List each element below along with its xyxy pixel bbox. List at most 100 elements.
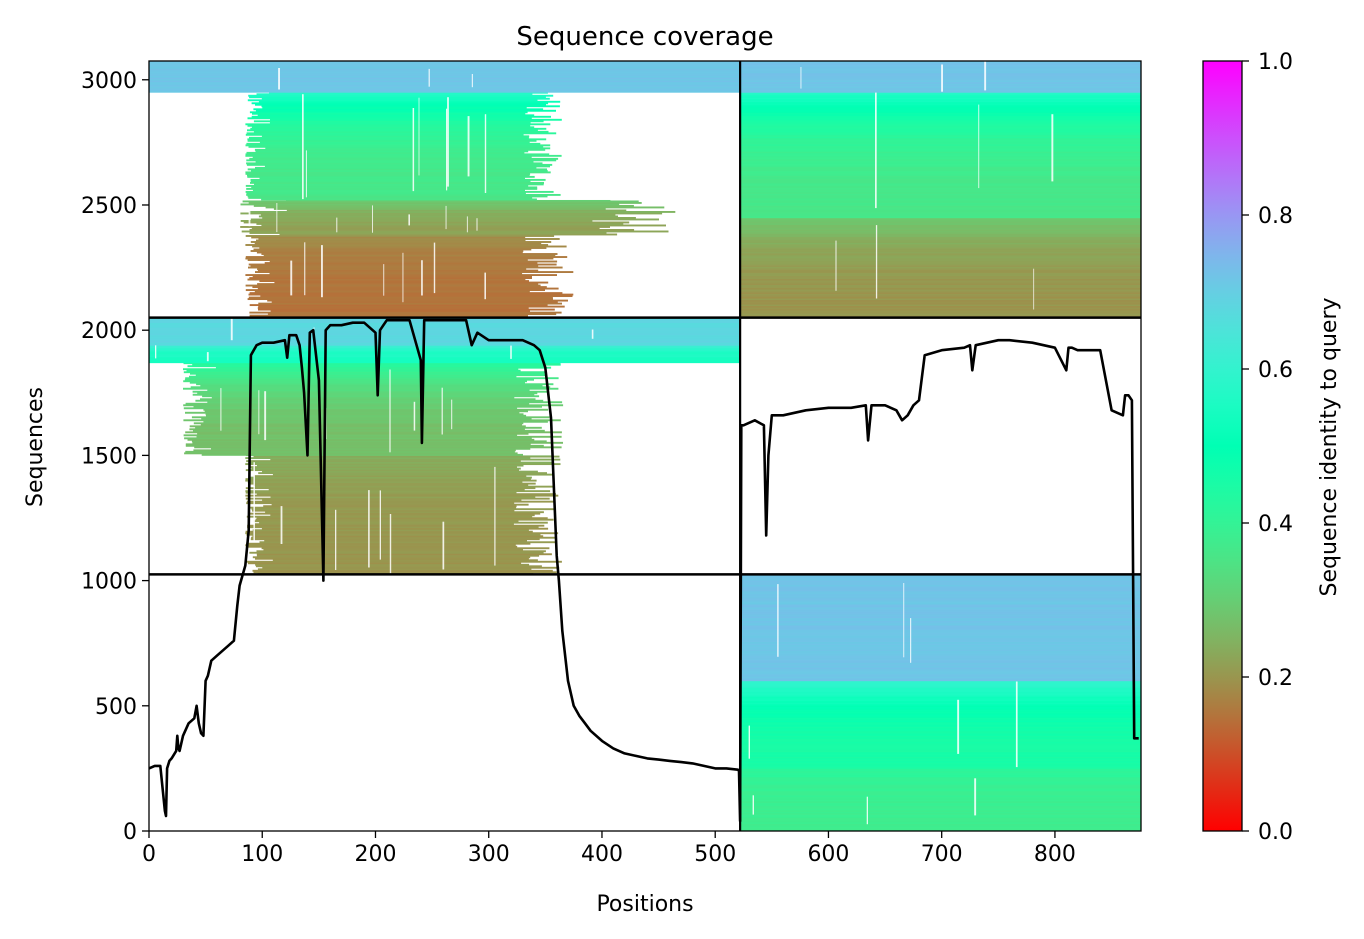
alignment-gap	[451, 399, 453, 430]
heatmap-row	[740, 667, 1141, 670]
heatmap-row	[740, 656, 1141, 659]
heatmap-row	[183, 419, 561, 422]
heatmap-row	[256, 223, 624, 225]
heatmap-row	[740, 145, 1141, 148]
heatmap-row	[249, 476, 532, 479]
heatmap-row	[740, 800, 1141, 803]
x-tick-label: 500	[694, 842, 736, 867]
heatmap-row	[740, 674, 1141, 677]
heatmap-row	[740, 650, 1141, 653]
heatmap-row	[740, 221, 1141, 224]
heatmap-row	[186, 369, 521, 372]
heatmap-row	[185, 443, 531, 446]
alignment-gap	[418, 97, 420, 176]
heatmap-row	[245, 257, 554, 260]
heatmap-row	[247, 259, 528, 261]
heatmap-row	[250, 250, 524, 252]
heatmap-row	[257, 114, 535, 117]
heatmap-row	[251, 169, 548, 172]
heatmap-row	[149, 330, 741, 333]
heatmap-row	[269, 260, 558, 263]
heatmap-row	[740, 794, 1141, 797]
heatmap-row	[740, 278, 1141, 281]
colorbar: 0.0 0.2 0.4 0.6 0.8 1.0 Sequence identity to …	[1202, 50, 1342, 845]
heatmap-row	[185, 402, 530, 405]
heatmap-row	[262, 566, 560, 569]
heatmap-row	[149, 62, 741, 65]
heatmap-row	[740, 213, 1141, 215]
heatmap-row	[253, 108, 544, 111]
heatmap-row	[740, 191, 1141, 194]
heatmap-row	[740, 760, 1141, 763]
heatmap-row	[740, 586, 1141, 588]
heatmap-row	[740, 677, 1141, 680]
heatmap-row	[740, 700, 1141, 703]
heatmap-row	[740, 69, 1141, 72]
heatmap-row	[740, 95, 1141, 98]
heatmap-row	[740, 753, 1141, 756]
heatmap-row	[270, 310, 530, 313]
heatmap-row	[245, 133, 524, 136]
heatmap-row	[149, 346, 741, 349]
heatmap-row	[149, 78, 741, 81]
heatmap-row	[149, 74, 741, 77]
heatmap-row	[740, 284, 1141, 287]
heatmap-row	[245, 244, 549, 246]
heatmap-row	[251, 227, 600, 230]
heatmap-row	[246, 192, 526, 195]
alignment-gap	[290, 260, 293, 296]
heatmap-row	[240, 212, 663, 215]
heatmap-row	[740, 185, 1141, 188]
alignment-gap	[412, 108, 415, 192]
heatmap-row	[740, 122, 1141, 125]
heatmap-row	[740, 310, 1141, 313]
heatmap-row	[740, 143, 1141, 146]
heatmap-row	[740, 712, 1141, 715]
heatmap-row	[740, 733, 1141, 736]
heatmap-row	[193, 422, 524, 425]
heatmap-row	[740, 788, 1141, 791]
heatmap-row	[247, 117, 532, 120]
heatmap-row	[257, 568, 532, 571]
heatmap-row	[185, 377, 559, 380]
heatmap-row	[250, 181, 544, 184]
heatmap-row	[260, 214, 616, 216]
heatmap-row	[740, 590, 1141, 593]
heatmap-row	[273, 207, 606, 210]
heatmap-row	[740, 765, 1141, 768]
alignment-gap	[1033, 268, 1035, 310]
heatmap-row	[149, 63, 741, 66]
heatmap-row	[740, 265, 1141, 267]
heatmap-row	[740, 124, 1141, 127]
alignment-gap	[875, 92, 877, 209]
heatmap-row	[740, 815, 1141, 818]
alignment-gap	[910, 618, 912, 663]
alignment-gap	[467, 116, 470, 177]
x-tick-label: 700	[921, 842, 963, 867]
heatmap-row	[740, 253, 1141, 255]
heatmap-row	[740, 826, 1141, 829]
heatmap-row	[740, 799, 1141, 802]
heatmap-row	[261, 105, 560, 108]
alignment-gap	[875, 225, 878, 299]
heatmap-row	[740, 619, 1141, 622]
heatmap-row	[149, 61, 741, 63]
heatmap-row	[740, 272, 1141, 275]
heatmap-row	[740, 128, 1141, 131]
heatmap-row	[255, 518, 554, 521]
colorbar-tick-label: 0.8	[1258, 204, 1293, 229]
alignment-gap	[421, 260, 423, 296]
heatmap-row	[249, 304, 548, 307]
coverage-line-layer	[149, 318, 1139, 823]
alignment-gap	[276, 203, 278, 233]
heatmap-row	[740, 613, 1141, 616]
heatmap-row	[268, 488, 525, 491]
heatmap-row	[247, 168, 547, 171]
heatmap-row	[245, 487, 536, 490]
heatmap-row	[740, 277, 1141, 279]
heatmap-row	[249, 277, 533, 279]
heatmap-row	[740, 631, 1141, 634]
y-tick-label: 0	[123, 820, 137, 845]
alignment-gap	[903, 583, 905, 658]
alignment-gap	[302, 94, 304, 200]
